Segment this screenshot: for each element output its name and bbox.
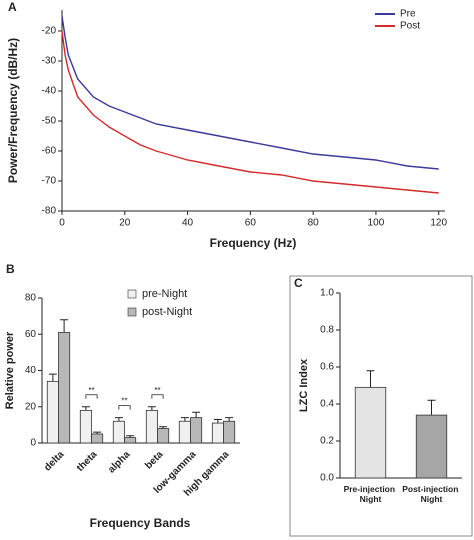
error-bar	[81, 406, 90, 411]
bar	[46, 380, 59, 444]
y-tick-label: -50	[42, 116, 57, 127]
panel-label: A	[8, 0, 17, 14]
x-tick-label: theta	[75, 449, 100, 474]
error-bar	[114, 417, 123, 422]
error-bar	[126, 435, 135, 438]
significance-label: **	[121, 397, 127, 406]
error-bar	[60, 319, 69, 333]
bar	[157, 428, 170, 444]
y-tick-label: -30	[42, 56, 57, 67]
error-bar	[366, 370, 375, 388]
x-tick-label: 40	[182, 218, 194, 229]
bar	[91, 433, 104, 444]
bar	[178, 420, 191, 444]
error-bar	[147, 406, 156, 411]
bar	[190, 417, 203, 444]
error-bar	[225, 417, 234, 422]
legend-label: pre-Night	[142, 288, 187, 300]
x-tick-label: 20	[119, 218, 131, 229]
x-axis-label: Frequency Bands	[90, 516, 191, 530]
x-tick-label: Post-injection Night	[402, 484, 461, 504]
bar	[79, 409, 92, 444]
y-tick-label: 1.0	[320, 288, 334, 299]
y-tick-label: -60	[42, 146, 57, 157]
bar	[223, 420, 236, 444]
x-tick-label: 120	[430, 218, 447, 229]
x-tick-label: 0	[59, 218, 65, 229]
bar	[354, 386, 387, 479]
bar	[124, 437, 137, 444]
y-tick-label: 0.8	[320, 325, 334, 336]
panel-label: B	[6, 262, 15, 276]
y-tick-label: 60	[25, 329, 37, 340]
x-tick-label: alpha	[106, 449, 133, 476]
y-tick-label: -20	[42, 26, 57, 37]
error-bar	[93, 431, 102, 434]
x-tick-label: delta	[42, 449, 67, 474]
x-tick-label: 60	[245, 218, 257, 229]
legend-label: post-Night	[142, 306, 192, 318]
y-tick-label: 0.2	[320, 436, 334, 447]
y-tick-label: 80	[25, 293, 37, 304]
line-series	[61, 15, 439, 170]
y-axis-label: Relative power	[4, 331, 16, 409]
panel-frame	[289, 275, 473, 537]
y-tick-label: -40	[42, 86, 57, 97]
error-bar	[180, 417, 189, 422]
significance-label: **	[154, 386, 160, 395]
error-bar	[192, 411, 201, 418]
x-tick-label: 100	[368, 218, 385, 229]
y-tick-label: 0.4	[320, 399, 334, 410]
y-axis-label: Power/Frequency (dB/Hz)	[6, 38, 20, 183]
y-tick-label: 0.0	[320, 473, 334, 484]
bar	[145, 409, 158, 444]
y-tick-label: 0	[30, 438, 36, 449]
significance-bracket	[151, 394, 164, 399]
y-axis-label: LZC Index	[298, 358, 310, 412]
error-bar	[213, 418, 222, 424]
error-bar	[48, 373, 57, 382]
legend-label: Post	[400, 21, 420, 32]
y-tick-label: 20	[25, 401, 37, 412]
error-bar	[427, 399, 436, 416]
legend-label: Pre	[400, 9, 416, 20]
x-axis-label: Frequency (Hz)	[210, 236, 297, 250]
x-tick-label: beta	[143, 449, 166, 472]
y-tick-label: 0.6	[320, 362, 334, 373]
x-tick-label: Pre-injection Night	[344, 484, 398, 504]
significance-label: **	[88, 386, 94, 395]
bar	[58, 332, 71, 444]
legend-swatch	[127, 307, 137, 317]
bar	[211, 422, 224, 444]
panel-label: C	[294, 276, 303, 290]
error-bar	[159, 426, 168, 429]
y-tick-label: -70	[42, 176, 57, 187]
y-tick-label: 40	[25, 365, 37, 376]
y-tick-label: -80	[42, 206, 57, 217]
significance-bracket	[85, 394, 98, 399]
bar	[415, 414, 448, 479]
legend-swatch	[127, 289, 137, 299]
significance-bracket	[118, 405, 131, 410]
bar	[112, 420, 125, 444]
line-series	[61, 30, 439, 194]
x-tick-label: 80	[308, 218, 320, 229]
